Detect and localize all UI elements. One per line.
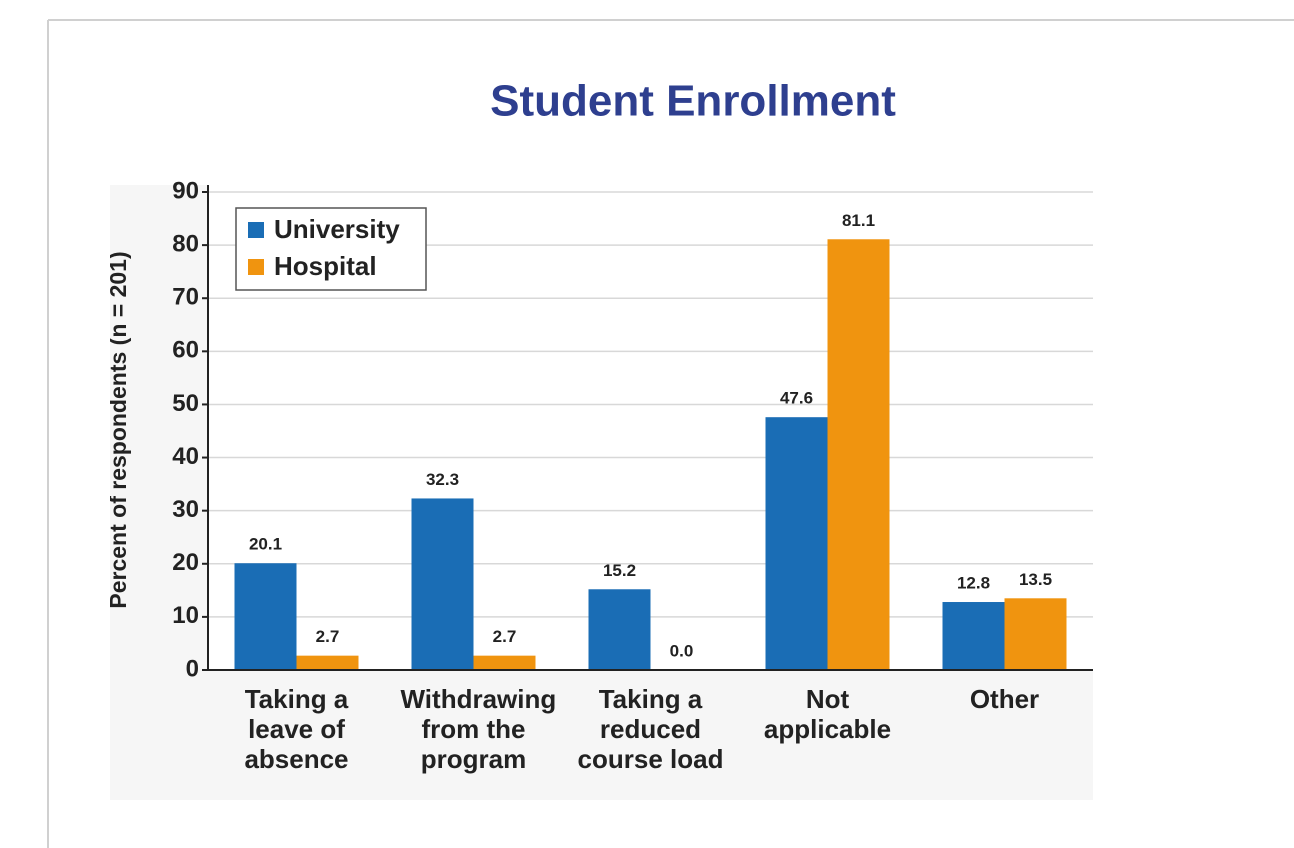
data-label: 15.2 bbox=[603, 561, 636, 580]
y-tick-label: 80 bbox=[172, 230, 199, 257]
y-tick-label: 20 bbox=[172, 549, 199, 576]
legend-swatch bbox=[248, 259, 264, 275]
bar bbox=[234, 563, 297, 670]
bar bbox=[473, 655, 536, 670]
chart-title: Student Enrollment bbox=[490, 77, 896, 126]
bar bbox=[588, 589, 651, 670]
legend-swatch bbox=[248, 222, 264, 238]
y-tick-label: 0 bbox=[186, 655, 199, 682]
data-label: 2.7 bbox=[316, 627, 340, 646]
y-tick-label: 60 bbox=[172, 337, 199, 364]
y-tick-label: 50 bbox=[172, 390, 199, 417]
bar bbox=[942, 602, 1005, 670]
legend-label: Hospital bbox=[274, 251, 377, 281]
data-label: 81.1 bbox=[842, 211, 875, 230]
y-tick-label: 70 bbox=[172, 284, 199, 311]
y-tick-label: 10 bbox=[172, 602, 199, 629]
data-label: 2.7 bbox=[493, 627, 517, 646]
x-tick-label: Taking a reduced course load bbox=[577, 684, 724, 774]
legend-box bbox=[235, 207, 427, 291]
x-tick-label: Not applicable bbox=[763, 684, 892, 744]
legend-label: University bbox=[274, 214, 400, 244]
bar bbox=[827, 239, 890, 670]
bar bbox=[1004, 598, 1067, 670]
data-label: 32.3 bbox=[426, 470, 459, 489]
data-label: 13.5 bbox=[1019, 570, 1052, 589]
y-tick-label: 40 bbox=[172, 443, 199, 470]
x-tick-label: Withdrawing from the program bbox=[400, 684, 557, 774]
y-axis-title: Percent of respondents (n = 201) bbox=[105, 251, 131, 608]
bar bbox=[411, 498, 474, 670]
data-label: 12.8 bbox=[957, 574, 990, 593]
bar bbox=[296, 655, 359, 670]
bar bbox=[765, 417, 828, 670]
x-tick-label: Taking a leave of absence bbox=[244, 684, 349, 774]
y-tick-label: 30 bbox=[172, 496, 199, 523]
x-tick-label: Other bbox=[969, 684, 1040, 714]
y-tick-label: 90 bbox=[172, 177, 199, 204]
data-label: 0.0 bbox=[670, 641, 694, 660]
data-label: 20.1 bbox=[249, 535, 282, 554]
data-label: 47.6 bbox=[780, 389, 813, 408]
